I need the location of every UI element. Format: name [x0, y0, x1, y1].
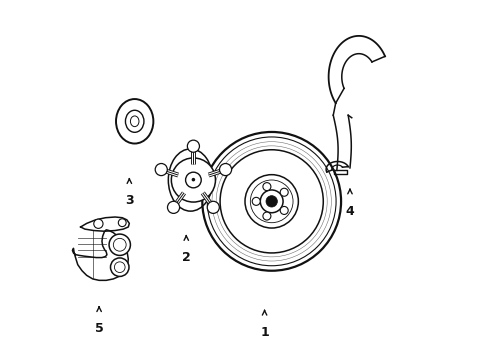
Text: 1: 1	[260, 326, 269, 339]
Circle shape	[111, 258, 129, 276]
Circle shape	[168, 201, 179, 213]
Polygon shape	[81, 217, 129, 231]
Circle shape	[280, 188, 288, 196]
Circle shape	[207, 201, 220, 213]
Text: 3: 3	[125, 194, 134, 207]
Ellipse shape	[125, 110, 144, 132]
Text: 2: 2	[182, 251, 191, 264]
Circle shape	[220, 150, 323, 253]
Polygon shape	[333, 115, 351, 170]
Circle shape	[263, 212, 271, 220]
Circle shape	[94, 219, 103, 228]
Polygon shape	[329, 36, 385, 103]
Text: 4: 4	[345, 205, 354, 218]
Circle shape	[109, 234, 130, 256]
Circle shape	[192, 178, 195, 181]
Circle shape	[155, 163, 167, 176]
Circle shape	[252, 197, 260, 205]
Circle shape	[202, 132, 341, 271]
Polygon shape	[334, 170, 347, 174]
Circle shape	[280, 206, 288, 215]
Circle shape	[266, 195, 277, 207]
Text: 5: 5	[95, 322, 103, 335]
Polygon shape	[326, 162, 348, 172]
Circle shape	[220, 163, 232, 176]
Circle shape	[245, 175, 298, 228]
Circle shape	[260, 190, 283, 213]
Circle shape	[172, 158, 216, 202]
Circle shape	[187, 140, 199, 152]
Polygon shape	[73, 230, 128, 280]
Ellipse shape	[130, 116, 139, 127]
Circle shape	[186, 172, 201, 188]
Circle shape	[263, 183, 271, 191]
Circle shape	[118, 219, 126, 226]
Ellipse shape	[169, 149, 213, 211]
Ellipse shape	[116, 99, 153, 144]
